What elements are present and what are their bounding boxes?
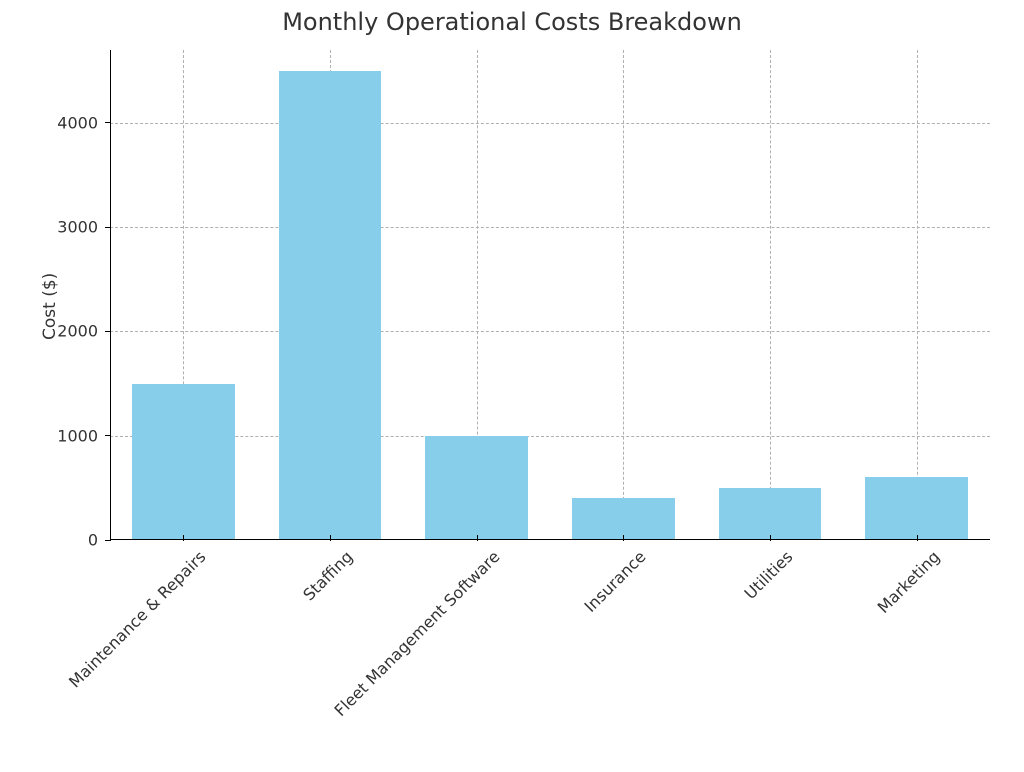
gridline-vertical bbox=[917, 50, 918, 540]
x-tick-mark bbox=[917, 535, 918, 541]
gridline-vertical bbox=[623, 50, 624, 540]
bar bbox=[572, 498, 675, 540]
y-axis-spine bbox=[110, 50, 111, 540]
x-tick-mark bbox=[330, 535, 331, 541]
y-tick-label: 3000 bbox=[57, 218, 110, 237]
x-tick-mark bbox=[623, 535, 624, 541]
x-tick-label: Insurance bbox=[574, 540, 650, 616]
gridline-vertical bbox=[770, 50, 771, 540]
y-tick-label: 2000 bbox=[57, 322, 110, 341]
bar bbox=[865, 477, 968, 540]
y-tick-label: 1000 bbox=[57, 426, 110, 445]
y-tick-label: 0 bbox=[88, 531, 110, 550]
x-axis-spine bbox=[110, 539, 990, 540]
x-tick-label: Staffing bbox=[292, 540, 356, 604]
x-tick-label: Maintenance & Repairs bbox=[58, 540, 209, 691]
x-tick-mark bbox=[183, 535, 184, 541]
gridline-horizontal bbox=[110, 331, 990, 332]
figure: Monthly Operational Costs Breakdown Cost… bbox=[0, 0, 1024, 772]
gridline-horizontal bbox=[110, 123, 990, 124]
plot-area: 01000200030004000Maintenance & RepairsSt… bbox=[110, 50, 990, 540]
bar bbox=[719, 488, 822, 540]
x-tick-label: Utilities bbox=[733, 540, 796, 603]
gridline-horizontal bbox=[110, 227, 990, 228]
x-tick-label: Marketing bbox=[866, 540, 943, 617]
x-tick-label: Fleet Management Software bbox=[323, 540, 503, 720]
chart-title: Monthly Operational Costs Breakdown bbox=[0, 8, 1024, 36]
bar bbox=[425, 436, 528, 540]
bar bbox=[279, 71, 382, 540]
bar bbox=[132, 384, 235, 540]
y-tick-label: 4000 bbox=[57, 113, 110, 132]
x-tick-mark bbox=[477, 535, 478, 541]
gridline-horizontal bbox=[110, 436, 990, 437]
x-tick-mark bbox=[770, 535, 771, 541]
